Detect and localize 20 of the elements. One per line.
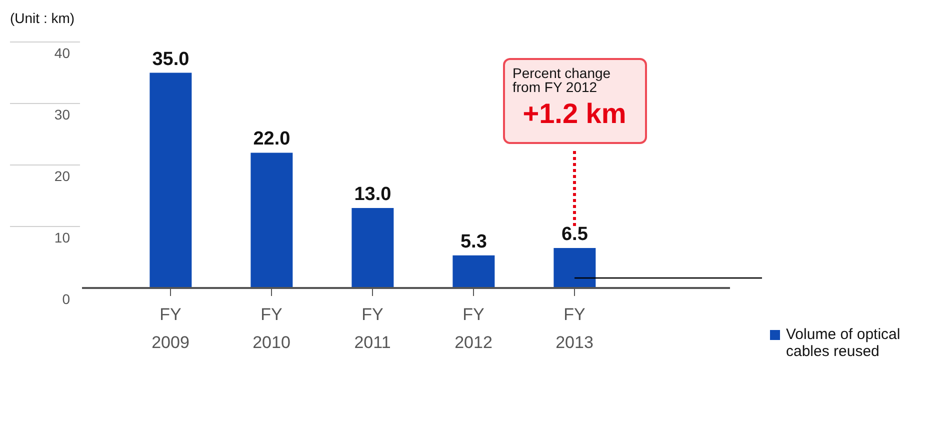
- x-tick-label: FY 2012: [454, 305, 492, 352]
- y-tick-label: 20: [54, 168, 70, 184]
- data-label: 22.0: [253, 128, 290, 150]
- y-tick-label: 0: [62, 291, 70, 307]
- annotation: Percent change from FY 2012: [512, 65, 612, 96]
- y-tick-label: 30: [54, 106, 70, 122]
- annotation: +1.2 km: [522, 98, 628, 130]
- x-tick-label: FY 2009: [152, 305, 190, 352]
- data-label: 35.0: [152, 48, 190, 70]
- data-label: 5.3: [460, 231, 487, 252]
- legend-label: Volume of optical cables reused: [786, 326, 902, 360]
- data-label: 13.0: [354, 184, 392, 206]
- callout-box: Percent change from FY 2012 +1.2 km: [502, 58, 646, 144]
- data-label: 6.5: [561, 224, 588, 246]
- y-axis-title: (Unit : km): [10, 10, 75, 26]
- x-tick-label: FY 2010: [252, 305, 290, 352]
- x-tick-label: FY 2013: [556, 305, 594, 352]
- y-tick-label: 40: [54, 45, 70, 61]
- x-tick-label: FY 2011: [354, 305, 391, 352]
- y-tick-label: 10: [54, 230, 70, 246]
